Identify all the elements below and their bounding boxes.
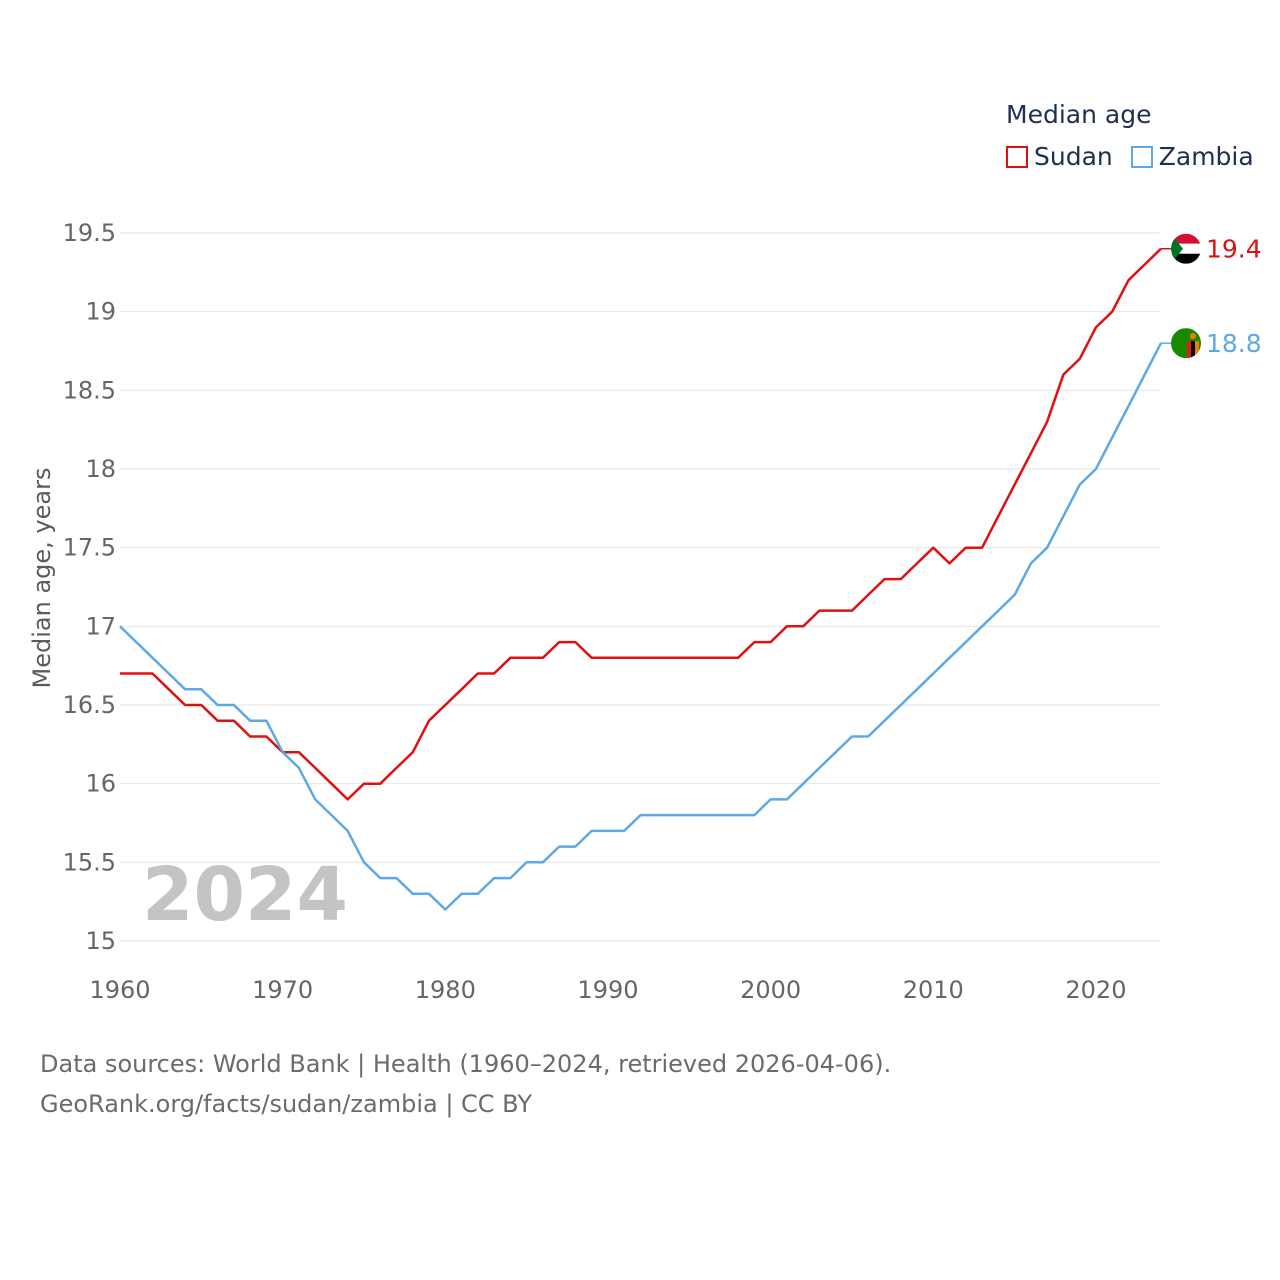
y-tick-label: 18.5 — [63, 376, 116, 404]
x-tick-label: 2000 — [740, 976, 801, 1004]
y-axis-label: Median age, years — [28, 468, 56, 689]
legend-item-sudan[interactable]: Sudan — [1006, 142, 1113, 171]
y-tick-label: 17 — [85, 612, 116, 640]
legend-title: Median age — [1006, 100, 1152, 129]
y-tick-label: 17.5 — [63, 534, 116, 562]
y-tick-label: 16 — [85, 770, 116, 798]
y-tick-label: 19 — [85, 298, 116, 326]
source-line-1: Data sources: World Bank | Health (1960–… — [40, 1050, 892, 1078]
x-tick-label: 1970 — [252, 976, 313, 1004]
legend-swatch-zambia — [1130, 145, 1153, 168]
year-watermark: 2024 — [142, 852, 348, 938]
x-tick-label: 1990 — [577, 976, 638, 1004]
x-axis-ticks: 1960 1970 1980 1990 2000 2010 2020 — [89, 976, 1126, 1004]
source-link[interactable]: GeoRank.org/facts/sudan/zambia | CC BY — [40, 1090, 532, 1118]
y-axis-ticks: 15 15.5 16 16.5 17 17.5 18 18.5 19 19.5 — [63, 219, 116, 955]
end-label-sudan: 19.4 — [1206, 235, 1262, 264]
flag-sudan-icon — [1171, 233, 1201, 264]
x-tick-label: 2020 — [1065, 976, 1126, 1004]
legend-label-zambia: Zambia — [1158, 142, 1254, 171]
legend-label-sudan: Sudan — [1034, 142, 1113, 171]
series-lines — [119, 247, 1163, 911]
y-tick-label: 19.5 — [63, 219, 116, 247]
end-label-zambia: 18.8 — [1206, 329, 1262, 358]
x-tick-label: 1960 — [89, 976, 150, 1004]
y-tick-label: 15 — [85, 927, 116, 955]
legend-swatch-sudan — [1006, 145, 1028, 168]
x-tick-label: 2010 — [903, 976, 964, 1004]
x-tick-label: 1980 — [415, 976, 476, 1004]
source-note: Data sources: World Bank | Health (1960–… — [40, 1044, 891, 1124]
grid-lines — [120, 232, 1161, 942]
series-end-markers: 19.4 18.8 — [1161, 233, 1262, 359]
y-tick-label: 18 — [85, 455, 116, 483]
legend: Sudan Zambia — [1006, 142, 1254, 171]
flag-zambia-icon — [1171, 328, 1201, 359]
y-tick-label: 16.5 — [63, 691, 116, 719]
legend-item-zambia[interactable]: Zambia — [1130, 142, 1254, 171]
series-line-sudan[interactable] — [120, 247, 1162, 801]
series-line-zambia[interactable] — [119, 342, 1163, 911]
y-tick-label: 15.5 — [63, 848, 116, 876]
